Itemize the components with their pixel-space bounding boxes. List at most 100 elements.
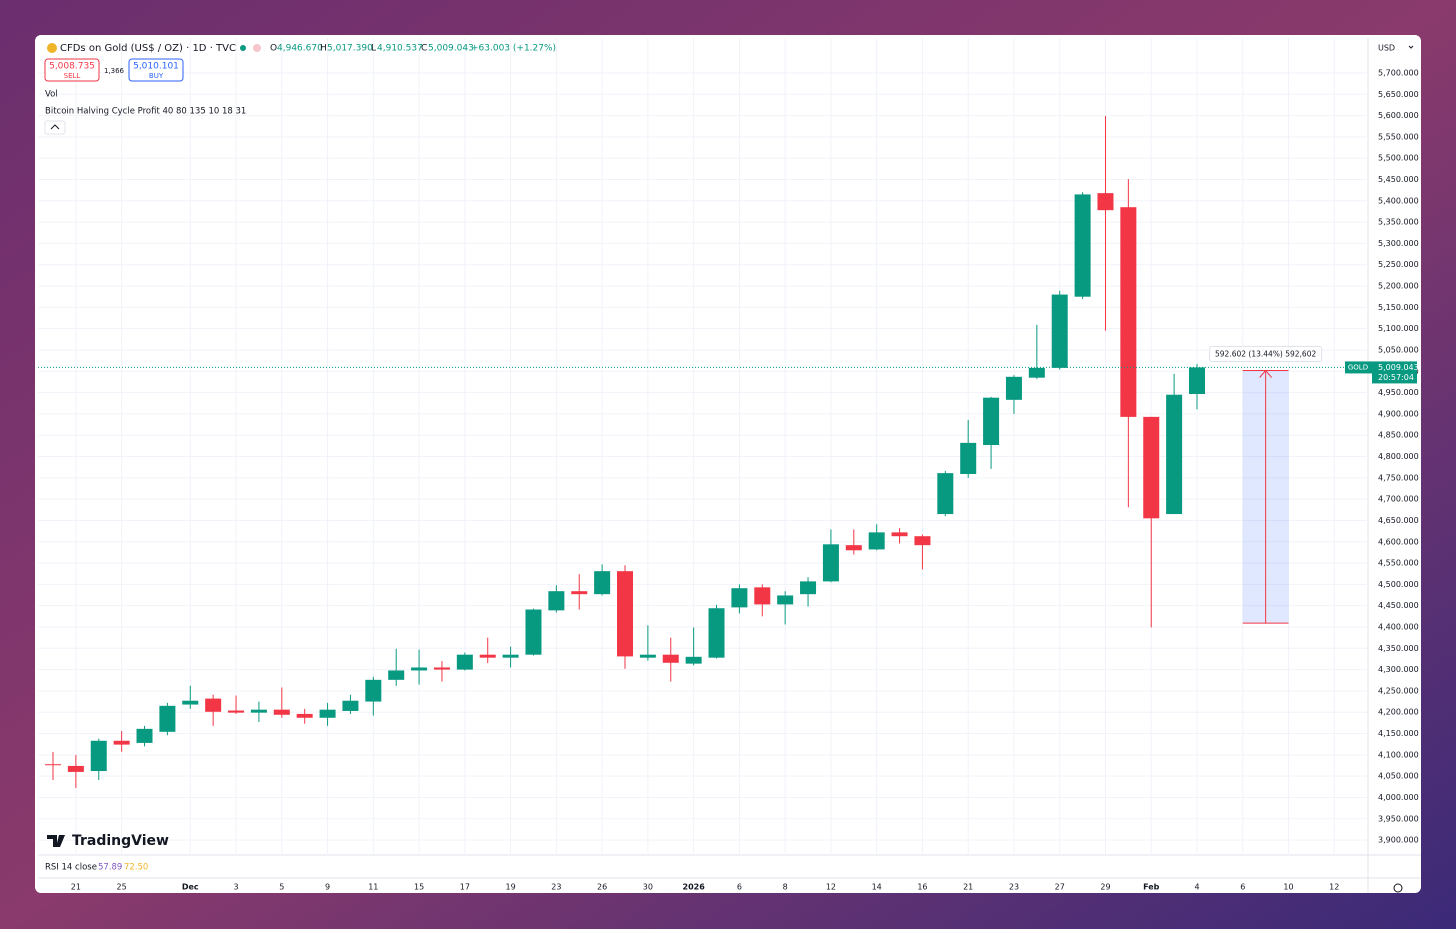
candle-body xyxy=(411,667,428,671)
sell-price: 5,008.735 xyxy=(49,62,95,72)
sell-button[interactable] xyxy=(44,58,100,82)
x-tick-label: 11 xyxy=(368,883,378,892)
candle-body xyxy=(1028,367,1045,378)
window xyxy=(35,35,1421,893)
ohlc-value: 5,017.390 xyxy=(327,44,373,54)
candle-body xyxy=(1166,394,1183,515)
ohlc-value: 4,910.537 xyxy=(377,44,423,54)
countdown: 20:57:04 xyxy=(1378,373,1414,382)
x-tick-label: 30 xyxy=(643,883,653,892)
buy-label: BUY xyxy=(149,72,164,80)
x-tick-label: 21 xyxy=(963,883,973,892)
y-tick-label: 4,200.000 xyxy=(1378,708,1419,717)
last-price-label: 5,009.043 xyxy=(1378,363,1419,372)
y-tick-label: 4,400.000 xyxy=(1378,622,1419,631)
y-tick-label: 4,750.000 xyxy=(1378,473,1419,482)
candle-body xyxy=(685,656,702,664)
settings-icon[interactable] xyxy=(1393,883,1403,893)
x-tick-label: 29 xyxy=(1100,883,1110,892)
y-tick-label: 3,900.000 xyxy=(1378,836,1419,845)
y-tick-label: 5,100.000 xyxy=(1378,324,1419,333)
candle-body xyxy=(67,765,84,772)
candle-body xyxy=(113,740,130,745)
candle-body xyxy=(45,764,61,766)
candle-body xyxy=(822,544,839,582)
currency-button[interactable] xyxy=(1372,40,1417,56)
y-tick-label: 4,450.000 xyxy=(1378,601,1419,610)
indicator-label: Bitcoin Halving Cycle Profit 40 80 135 1… xyxy=(45,107,246,117)
x-tick-label: 6 xyxy=(737,883,742,892)
candle-body xyxy=(342,700,359,711)
symbol-title: CFDs on Gold (US$ / OZ) · 1D · TVC xyxy=(60,43,236,54)
measure-arrowhead xyxy=(1259,369,1273,378)
measure-label: 592.602 (13.44%) 592,602 xyxy=(1215,350,1316,359)
x-tick-label: 25 xyxy=(117,883,127,892)
last-price-tag xyxy=(1372,361,1417,384)
x-tick-label: 10 xyxy=(1283,883,1293,892)
y-tick-label: 4,650.000 xyxy=(1378,516,1419,525)
candle-body xyxy=(1005,376,1022,400)
x-tick-label: 12 xyxy=(1329,883,1339,892)
candle-body xyxy=(90,740,107,772)
y-tick-label: 5,400.000 xyxy=(1378,196,1419,205)
rsi-ma: 72.50 xyxy=(124,863,148,873)
candle-body xyxy=(365,679,382,702)
candle-body xyxy=(136,728,153,743)
y-tick-label: 4,850.000 xyxy=(1378,431,1419,440)
candle-body xyxy=(319,709,336,718)
sell-label: SELL xyxy=(64,72,81,80)
x-tick-label: 14 xyxy=(872,883,882,892)
x-tick-label: 23 xyxy=(551,883,561,892)
candle-body xyxy=(388,670,405,680)
buy-button[interactable] xyxy=(128,58,184,82)
candle-body xyxy=(662,654,679,663)
symbol-icon xyxy=(47,43,57,53)
ohlc-value: 4,946.670 xyxy=(277,44,323,54)
candle-body xyxy=(1120,207,1137,417)
status-dot xyxy=(240,45,246,51)
x-tick-label: 8 xyxy=(783,883,788,892)
symbol-tag-text: GOLD xyxy=(1348,363,1368,371)
y-tick-label: 4,300.000 xyxy=(1378,665,1419,674)
candle-body xyxy=(433,667,450,670)
x-tick-label: 5 xyxy=(279,883,284,892)
candle-body xyxy=(456,654,473,670)
x-tick-label: 21 xyxy=(71,883,81,892)
candle-body xyxy=(182,700,199,705)
y-tick-label: 3,950.000 xyxy=(1378,814,1419,823)
candle-body xyxy=(296,713,313,718)
y-tick-label: 4,000.000 xyxy=(1378,793,1419,802)
candle-body xyxy=(571,591,588,595)
candle-body xyxy=(159,705,176,732)
y-tick-label: 4,550.000 xyxy=(1378,559,1419,568)
candle-body xyxy=(1051,294,1068,368)
candle-body xyxy=(548,591,565,611)
candle-body xyxy=(273,709,290,715)
ohlc-label: L xyxy=(371,44,376,54)
candle-body xyxy=(960,442,977,474)
candle-body xyxy=(914,536,931,546)
y-tick-label: 5,450.000 xyxy=(1378,175,1419,184)
x-tick-label: 23 xyxy=(1009,883,1019,892)
y-tick-label: 4,900.000 xyxy=(1378,409,1419,418)
candle-body xyxy=(731,588,748,608)
currency: USD xyxy=(1378,44,1395,53)
candle-body xyxy=(1143,416,1160,519)
measure-label-box xyxy=(1209,346,1323,363)
buy-price: 5,010.101 xyxy=(133,62,179,72)
brand-logo xyxy=(47,835,65,847)
y-tick-label: 5,700.000 xyxy=(1378,68,1419,77)
x-tick-label: 15 xyxy=(414,883,424,892)
candle-body xyxy=(777,595,794,605)
y-tick-label: 4,250.000 xyxy=(1378,686,1419,695)
candle-body xyxy=(502,654,519,658)
rsi-value: 57.89 xyxy=(98,863,122,873)
y-tick-label: 4,950.000 xyxy=(1378,388,1419,397)
y-tick-label: 5,250.000 xyxy=(1378,260,1419,269)
collapse-button[interactable] xyxy=(44,120,66,135)
candle-body xyxy=(479,654,496,658)
x-tick-label: 6 xyxy=(1240,883,1245,892)
volume-label: Vol xyxy=(45,90,58,100)
candle-body xyxy=(983,397,1000,446)
x-tick-label: 19 xyxy=(506,883,516,892)
